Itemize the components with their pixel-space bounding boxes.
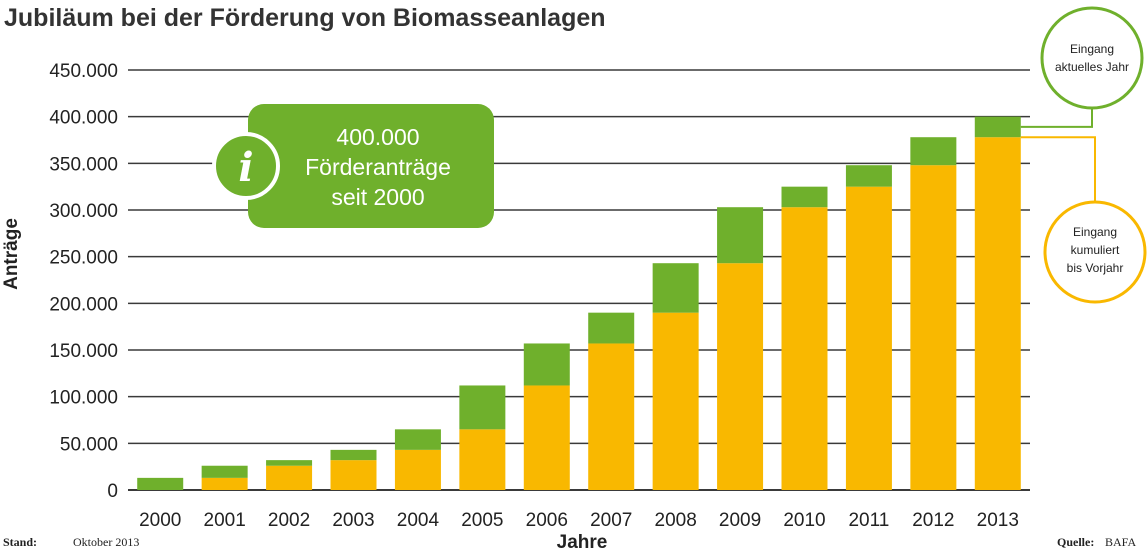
footer-quelle-label: Quelle: (1057, 535, 1094, 549)
legend-cumulative-line-1: Eingang (1073, 225, 1117, 239)
bar-cumulative-2010 (781, 207, 828, 490)
y-axis-title: Anträge (1, 218, 22, 290)
y-tick-label: 300.000 (49, 201, 118, 222)
chart-title: Jubiläum bei der Förderung von Biomassea… (4, 4, 606, 32)
footer-quelle-value: BAFA (1105, 535, 1136, 549)
bar-cumulative-2007 (588, 343, 635, 490)
legend-cumulative-line-3: bis Vorjahr (1067, 261, 1124, 275)
x-tick-label: 2000 (139, 510, 181, 531)
x-tick-label: 2013 (977, 510, 1019, 531)
callout-line-1: 400.000 (336, 124, 419, 150)
info-icon (212, 132, 280, 200)
bar-cumulative-2011 (845, 186, 892, 490)
bar-current-2004 (394, 429, 441, 450)
legend-connector-current (1020, 108, 1093, 128)
bar-current-2009 (717, 207, 764, 264)
bar-current-2005 (459, 385, 506, 430)
bar-current-2000 (137, 477, 184, 490)
y-tick-label: 100.000 (49, 388, 118, 409)
bar-current-2010 (781, 186, 828, 208)
y-tick-label: 150.000 (49, 341, 118, 362)
bar-current-2002 (266, 460, 313, 466)
bar-current-2008 (652, 263, 699, 313)
bar-current-2011 (845, 165, 892, 187)
bar-current-2013 (974, 116, 1021, 138)
bar-current-2012 (910, 137, 957, 166)
y-axis-ticks: 0 50.000 100.000 150.000 200.000 250.000 300.0… (49, 61, 118, 502)
y-tick-label: 400.000 (49, 108, 118, 129)
bar-cumulative-2005 (459, 429, 506, 490)
legend-current-line-2: aktuelles Jahr (1055, 60, 1129, 74)
y-tick-label: 200.000 (49, 294, 118, 315)
y-tick-label: 450.000 (49, 61, 118, 82)
callout-line-2: Förderanträge (305, 154, 451, 180)
x-tick-label: 2006 (526, 510, 568, 531)
legend-circle-cumulative (1043, 200, 1147, 304)
x-tick-label: 2004 (397, 510, 440, 531)
x-tick-label: 2010 (783, 510, 825, 531)
bar-cumulative-2003 (330, 460, 377, 490)
bar-cumulative-2008 (652, 312, 699, 490)
bar-cumulative-2013 (974, 137, 1021, 490)
y-tick-label: 50.000 (60, 434, 118, 455)
bar-current-2001 (201, 465, 248, 478)
x-tick-label: 2003 (332, 510, 374, 531)
legend: Eingang aktuelles Jahr Eingang kumuliert… (1020, 6, 1147, 304)
bar-current-2007 (588, 312, 635, 344)
x-tick-label: 2007 (590, 510, 632, 531)
callout-box (248, 104, 494, 228)
bar-cumulative-2006 (523, 385, 570, 490)
bar-current-2003 (330, 449, 377, 461)
y-tick-label: 0 (107, 481, 118, 502)
x-tick-label: 2012 (912, 510, 954, 531)
legend-cumulative-line-2: kumuliert (1071, 243, 1120, 257)
bar-cumulative-2001 (201, 477, 248, 490)
bars (137, 116, 1021, 490)
bar-cumulative-2012 (910, 165, 957, 490)
x-tick-label: 2005 (461, 510, 503, 531)
bar-current-2006 (523, 343, 570, 386)
callout-line-3: seit 2000 (331, 184, 424, 210)
callout: i 400.000 Förderanträge seit 2000 (212, 104, 494, 228)
bar-cumulative-2009 (717, 263, 764, 490)
x-tick-label: 2008 (655, 510, 697, 531)
footer-stand-label: Stand: (3, 535, 37, 549)
info-icon-glyph: i (238, 144, 253, 191)
x-tick-label: 2001 (204, 510, 246, 531)
legend-current-line-1: Eingang (1070, 42, 1114, 56)
x-tick-label: 2009 (719, 510, 761, 531)
x-tick-label: 2011 (848, 510, 889, 531)
x-tick-label: 2002 (268, 510, 310, 531)
bar-cumulative-2002 (266, 465, 313, 490)
footer-stand-value: Oktober 2013 (73, 535, 139, 549)
y-tick-label: 250.000 (49, 248, 118, 269)
bar-cumulative-2004 (394, 449, 441, 490)
y-tick-label: 350.000 (49, 154, 118, 175)
legend-circle-current (1040, 6, 1144, 110)
x-axis-ticks: 2000 2001 2002 2003 2004 2005 2006 2007 2008 2009… (139, 510, 1019, 531)
x-axis-title: Jahre (557, 532, 608, 551)
legend-connector-cumulative (1020, 136, 1096, 202)
